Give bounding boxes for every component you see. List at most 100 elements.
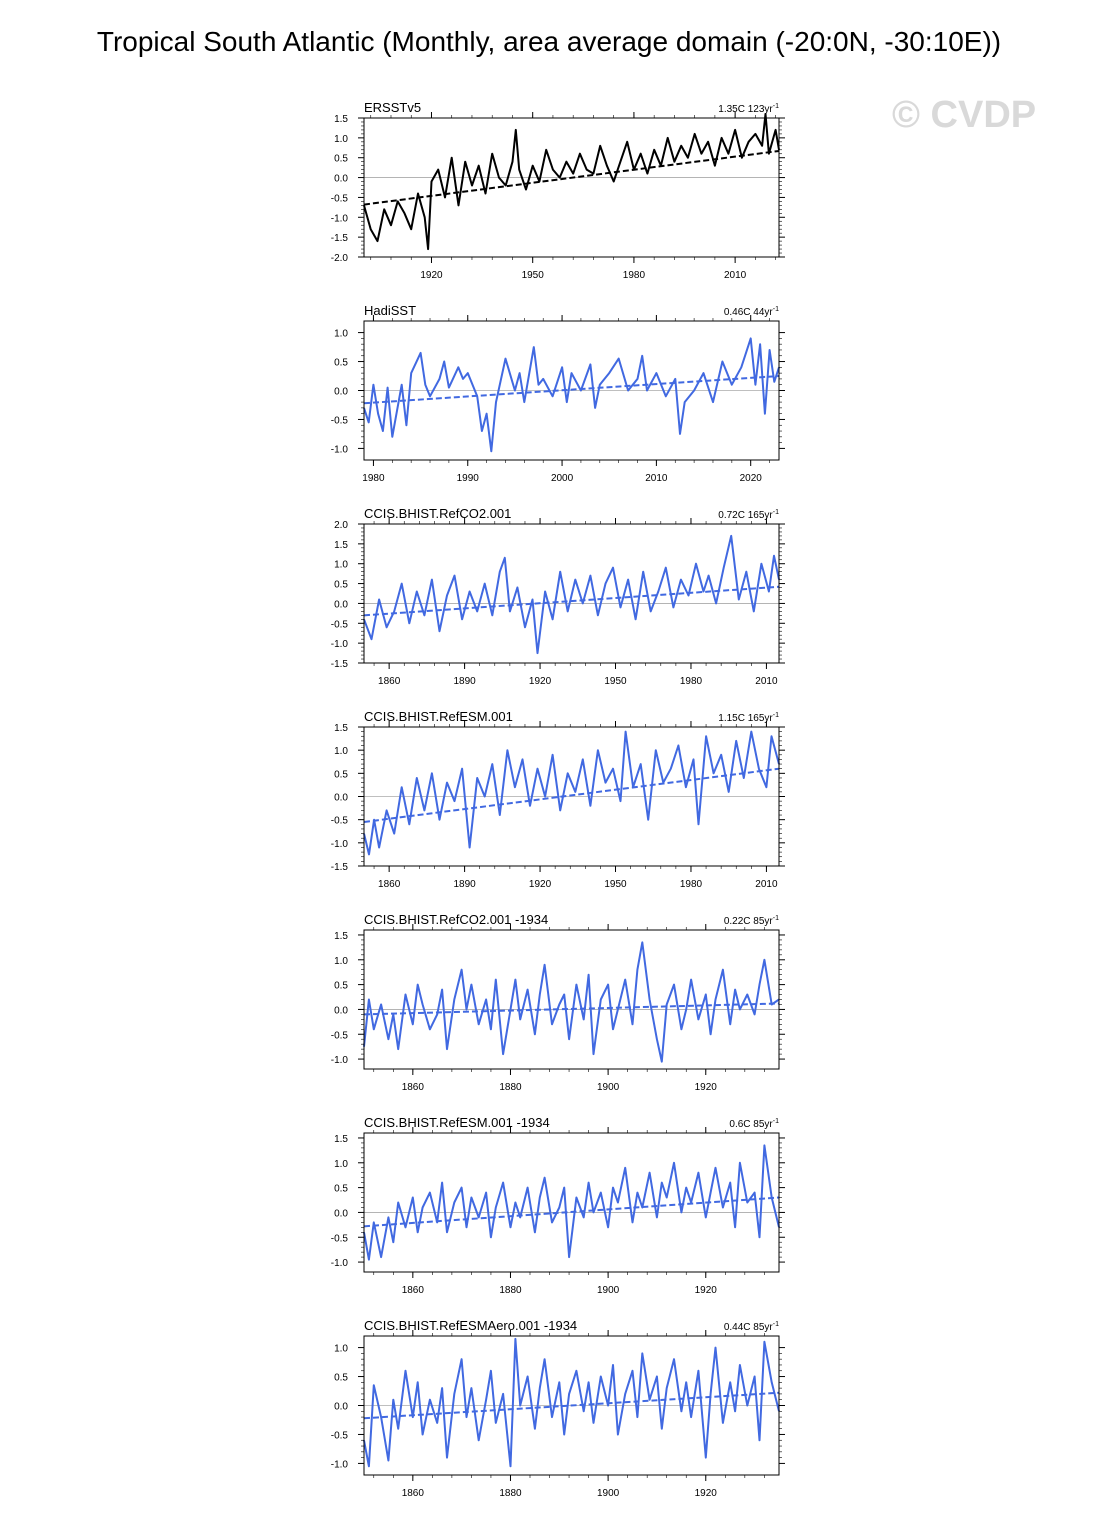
chart-title: CCIS.BHIST.RefESM.001 -1934 [364,1115,550,1130]
x-tick-label: 1950 [522,270,545,281]
y-tick-label: 0.0 [334,1005,348,1016]
trend-exponent: -1 [773,915,779,922]
x-tick-label: 1880 [499,1488,522,1499]
y-tick-label: 0.5 [334,154,348,165]
chart-panel-5: CCIS.BHIST.RefCO2.001 -1934 0.22C 85yr-1-… [331,912,785,1093]
x-tick-label: 1880 [499,1285,522,1296]
trend-line [363,149,780,206]
x-tick-label: 1950 [604,879,627,890]
chart-title: CCIS.BHIST.RefESMAero.001 -1934 [364,1318,577,1333]
x-tick-label: 1990 [457,473,480,484]
series-line [363,113,780,251]
trend-label: 0.22C 85yr-1 [724,915,779,927]
y-tick-label: 1.0 [334,956,348,967]
trend-line [363,767,780,823]
y-tick-label: -2.0 [331,253,349,264]
trend-line [363,1196,780,1228]
x-tick-label: 1860 [378,879,401,890]
y-tick-label: 0.5 [334,580,348,591]
chart-title: CCIS.BHIST.RefCO2.001 -1934 [364,912,548,927]
y-tick-label: 1.5 [334,540,348,551]
x-tick-label: 1920 [529,879,552,890]
trend-line [363,375,780,405]
x-tick-label: 1920 [420,270,443,281]
series-line [363,534,780,655]
y-tick-label: 1.0 [334,560,348,571]
chart-title: ERSSTv5 [364,100,421,115]
trend-label: 0.6C 85yr-1 [729,1118,779,1130]
y-tick-label: 2.0 [334,520,348,531]
series-line [363,1144,780,1261]
x-tick-label: 1920 [529,676,552,687]
x-tick-label: 1860 [402,1488,425,1499]
trend-line [363,1002,780,1016]
y-tick-label: 0.5 [334,1373,348,1384]
y-tick-label: 1.5 [334,723,348,734]
y-tick-label: -0.5 [331,1233,349,1244]
plot-frame [363,523,780,664]
trend-exponent: -1 [773,306,779,313]
page-title: Tropical South Atlantic (Monthly, area a… [96,26,1002,57]
y-tick-label: 0.0 [334,1402,348,1413]
watermark: © CVDP [892,94,1037,136]
y-tick-label: 0.0 [334,174,348,185]
series-line [363,730,780,856]
trend-line [363,1391,780,1420]
plot-frame [363,117,780,258]
trend-label: 0.46C 44yr-1 [724,306,779,318]
x-tick-label: 1980 [623,270,646,281]
y-tick-label: 0.0 [334,599,348,610]
y-tick-label: -0.5 [331,415,349,426]
series-line [363,941,780,1063]
plot-frame [363,929,780,1070]
series-line [363,337,780,453]
chart-panel-4: CCIS.BHIST.RefESM.001 1.15C 165yr-1 -1.5 -1… [331,709,785,890]
trend-exponent: -1 [773,1118,779,1125]
y-tick-label: 0.0 [334,793,348,804]
x-tick-label: 2010 [755,676,778,687]
y-tick-label: -0.5 [331,1030,349,1041]
x-tick-label: 1980 [680,676,703,687]
x-tick-label: 1980 [362,473,385,484]
y-tick-label: 0.0 [334,387,348,398]
y-tick-label: 1.0 [334,746,348,757]
x-tick-label: 2000 [551,473,574,484]
y-tick-label: -1.0 [331,1258,349,1269]
chart-panel-7: CCIS.BHIST.RefESMAero.001 -1934 0.44C 85y… [331,1318,785,1499]
y-tick-label: -1.0 [331,1459,349,1470]
chart-title: HadiSST [364,303,416,318]
trend-exponent: -1 [773,103,779,110]
chart-panel-1: ERSSTv5 1.35C 123yr-1 -2.0 -1.5 -1.0 -0.5 0.0 0… [331,100,785,281]
y-tick-label: -1.0 [331,1055,349,1066]
y-tick-label: -1.5 [331,659,349,670]
trend-exponent: -1 [773,712,779,719]
trend-label: 0.44C 85yr-1 [724,1321,779,1333]
x-tick-label: 1920 [695,1082,718,1093]
y-tick-label: -0.5 [331,816,349,827]
y-tick-label: 1.0 [334,1159,348,1170]
y-tick-label: 1.5 [334,114,348,125]
x-tick-label: 1900 [597,1488,620,1499]
x-tick-label: 2020 [740,473,763,484]
y-tick-label: -1.0 [331,639,349,650]
series-line [363,1337,780,1468]
trend-exponent: -1 [773,509,779,516]
trend-line [363,585,780,617]
y-tick-label: 1.0 [334,329,348,340]
x-tick-label: 1860 [402,1082,425,1093]
x-tick-label: 1890 [453,676,476,687]
y-tick-label: 1.5 [334,1134,348,1145]
y-tick-label: -1.0 [331,213,349,224]
x-tick-label: 1860 [402,1285,425,1296]
y-tick-label: -0.5 [331,193,349,204]
x-tick-label: 1890 [453,879,476,890]
y-tick-label: -1.0 [331,444,349,455]
y-tick-label: -0.5 [331,619,349,630]
y-tick-label: 0.5 [334,358,348,369]
trend-exponent: -1 [773,1321,779,1328]
x-tick-label: 1920 [695,1488,718,1499]
y-tick-label: 1.5 [334,931,348,942]
y-tick-label: 0.0 [334,1208,348,1219]
x-tick-label: 2010 [724,270,747,281]
